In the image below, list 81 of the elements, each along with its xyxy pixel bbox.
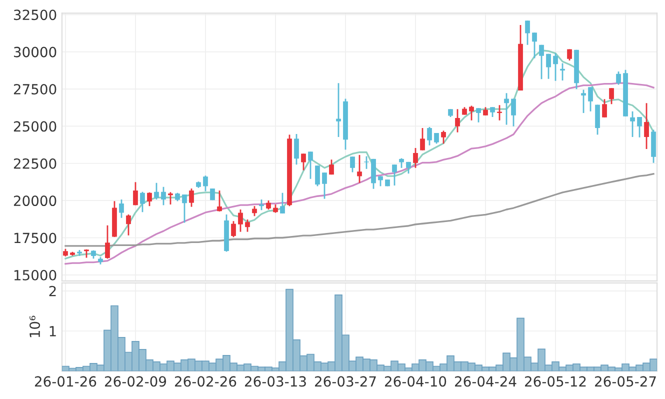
candlestick bbox=[301, 152, 306, 171]
candlestick bbox=[602, 98, 607, 118]
y-tick-label: 25000 bbox=[14, 121, 56, 132]
candlestick bbox=[546, 53, 551, 80]
candlestick bbox=[105, 224, 110, 260]
y-tick-label: 22500 bbox=[14, 158, 56, 169]
candlestick bbox=[490, 106, 495, 118]
y-tick-label: 32500 bbox=[14, 10, 56, 20]
x-tick-label: 26-04-24 bbox=[455, 376, 516, 387]
candlestick bbox=[336, 82, 341, 138]
candlestick bbox=[217, 190, 222, 212]
candlestick bbox=[392, 164, 397, 186]
x-tick-label: 26-02-26 bbox=[174, 376, 236, 387]
candlestick bbox=[644, 102, 649, 150]
candlestick bbox=[539, 44, 544, 80]
candlestick bbox=[469, 105, 474, 122]
x-tick-label: 26-03-13 bbox=[244, 376, 306, 387]
candlestick bbox=[476, 107, 481, 124]
candlestick bbox=[350, 156, 355, 173]
candlestick bbox=[168, 191, 173, 206]
candlestick bbox=[203, 174, 208, 192]
candlestick bbox=[231, 220, 236, 238]
candlestick bbox=[126, 214, 131, 236]
candlestick bbox=[588, 86, 593, 112]
candlestick bbox=[595, 104, 600, 136]
candlestick bbox=[455, 108, 460, 134]
candlestick bbox=[364, 156, 369, 170]
y-tick-label: 2 bbox=[49, 286, 56, 296]
y-tick-label: 20000 bbox=[14, 196, 56, 206]
candlestick bbox=[133, 181, 138, 206]
candlestick bbox=[119, 198, 124, 219]
candlestick bbox=[532, 32, 537, 59]
candlestick bbox=[630, 110, 635, 138]
candlestick bbox=[427, 126, 432, 146]
candlestick bbox=[308, 150, 313, 180]
candlestick bbox=[378, 176, 383, 187]
candlestick bbox=[329, 158, 334, 176]
candlestick bbox=[616, 70, 621, 86]
candlestick bbox=[357, 154, 362, 184]
y-axis-title: 10⁶ bbox=[30, 316, 40, 338]
x-tick-label: 26-04-10 bbox=[385, 376, 446, 387]
candlestick bbox=[441, 130, 446, 144]
candlestick bbox=[266, 200, 271, 210]
candlestick bbox=[294, 133, 299, 166]
candlestick bbox=[147, 192, 152, 207]
candlestick bbox=[434, 132, 439, 144]
candlestick bbox=[511, 98, 516, 128]
candlestick bbox=[560, 62, 565, 82]
candlestick bbox=[567, 48, 572, 62]
candlestick bbox=[420, 127, 425, 151]
candlestick bbox=[504, 92, 509, 126]
candlestick bbox=[553, 52, 558, 82]
y-tick-label: 17500 bbox=[14, 232, 56, 244]
x-tick-label: 26-05-12 bbox=[525, 376, 586, 387]
y-tick-label: 30000 bbox=[14, 46, 56, 58]
candlestick bbox=[637, 116, 642, 138]
candlestick bbox=[140, 191, 145, 213]
x-tick-label: 26-02-09 bbox=[104, 376, 166, 387]
candlestick bbox=[189, 188, 194, 208]
candlestick bbox=[399, 158, 404, 169]
candlestick bbox=[161, 186, 166, 206]
candlestick bbox=[525, 20, 530, 46]
candlestick bbox=[413, 147, 418, 169]
x-tick-label: 26-01-26 bbox=[34, 376, 96, 387]
candlestick bbox=[154, 182, 159, 200]
candlestick bbox=[497, 104, 502, 122]
candlestick bbox=[182, 194, 187, 224]
candlestick bbox=[252, 205, 257, 217]
candlestick bbox=[238, 208, 243, 233]
candlestick bbox=[315, 164, 320, 187]
candlestick bbox=[259, 198, 264, 211]
candlestick bbox=[581, 89, 586, 114]
y-tick-label: 27500 bbox=[14, 84, 56, 94]
x-tick-label: 26-05-27 bbox=[595, 376, 656, 387]
y-tick-label: 15000 bbox=[14, 270, 56, 280]
y-tick-label: 1 bbox=[50, 326, 56, 336]
x-tick-label: 26-03-27 bbox=[314, 376, 376, 387]
candlestick bbox=[322, 172, 327, 200]
candlestick bbox=[245, 218, 250, 233]
candlestick bbox=[280, 192, 285, 214]
candlestick bbox=[609, 87, 614, 105]
